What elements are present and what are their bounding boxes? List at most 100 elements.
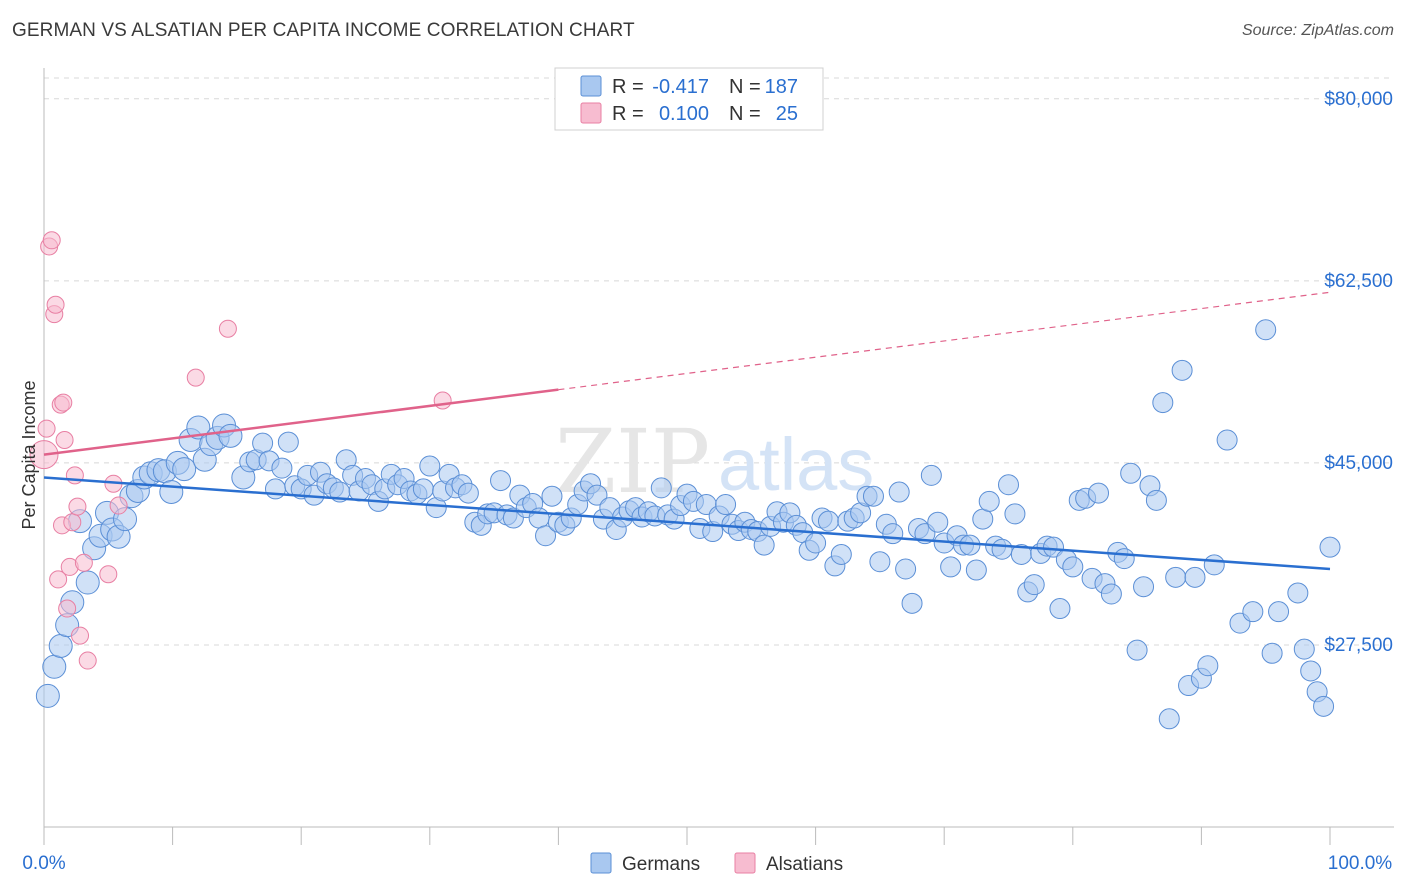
series-legend-label-alsatians: Alsatians (766, 854, 843, 875)
y-axis-label: Per Capita Income (19, 380, 39, 529)
alsatian-point (109, 496, 128, 515)
german-point (1088, 482, 1110, 504)
series-legend: Germans Alsatians (590, 852, 843, 875)
alsatian-point (71, 626, 90, 645)
alsatian-point (99, 565, 118, 584)
german-point (715, 494, 737, 516)
german-point (869, 551, 891, 573)
y-tick-label: $27,500 (1324, 635, 1393, 656)
alsatian-point (74, 553, 93, 572)
german-point (271, 457, 293, 479)
german-point (1197, 655, 1219, 677)
legend-n-value-2: 25 (776, 103, 798, 125)
german-point (1120, 462, 1142, 484)
alsatian-trend-line (43, 388, 559, 456)
german-point (535, 525, 557, 547)
german-point (412, 478, 434, 500)
y-tick-label: $80,000 (1324, 89, 1393, 110)
y-tick-labels: $80,000 $62,500 $45,000 $27,500 (1324, 89, 1393, 656)
german-point (1171, 359, 1193, 381)
alsatian-point (49, 570, 68, 589)
german-point (978, 490, 1000, 512)
x-tick-label-end: 100.0% (1328, 853, 1393, 874)
german-point (940, 556, 962, 578)
german-point (1287, 582, 1309, 604)
german-point (1293, 638, 1315, 660)
series-legend-label-germans: Germans (622, 854, 700, 875)
german-point (1268, 601, 1290, 623)
german-point (1300, 660, 1322, 682)
german-point (1043, 536, 1065, 558)
alsatian-point (68, 497, 87, 516)
german-point (1255, 319, 1277, 341)
german-point (159, 480, 184, 505)
alsatian-point (186, 368, 205, 387)
german-point (264, 478, 286, 500)
x-tick-label-start: 0.0% (22, 853, 65, 874)
german-point (75, 570, 100, 595)
german-point (1242, 601, 1264, 623)
alsatian-point (46, 295, 65, 314)
german-point (1216, 429, 1238, 451)
german-point (817, 510, 839, 532)
german-point (252, 432, 274, 454)
german-point (1113, 548, 1135, 570)
alsatian-point (54, 393, 73, 412)
german-point (862, 485, 884, 507)
alsatian-trend-line-projection (558, 291, 1331, 391)
german-point (1158, 708, 1180, 730)
german-point (1313, 695, 1335, 717)
series-legend-swatch-germans (590, 852, 612, 874)
german-point (927, 511, 949, 533)
german-point (991, 538, 1013, 560)
alsatian-point (78, 651, 97, 670)
german-point (965, 559, 987, 581)
legend-r-label-2: R = (612, 103, 644, 125)
trend-layer (43, 291, 1331, 571)
legend-r-value-2: 0.100 (659, 103, 709, 125)
german-point (920, 464, 942, 486)
alsatian-point (55, 431, 74, 450)
german-point (35, 683, 60, 708)
chart-title: GERMAN VS ALSATIAN PER CAPITA INCOME COR… (12, 20, 635, 41)
legend-n-label-1: N = (729, 76, 761, 98)
german-point (42, 654, 67, 679)
german-point (1203, 554, 1225, 576)
german-point (1145, 489, 1167, 511)
german-point (490, 470, 512, 492)
german-point (1184, 566, 1206, 588)
german-point (218, 423, 243, 448)
source-label: Source: ZipAtlas.com (1241, 22, 1394, 39)
german-point (830, 543, 852, 565)
y-tick-label: $45,000 (1324, 453, 1393, 474)
german-point (277, 431, 299, 453)
series-legend-swatch-alsatians (734, 852, 756, 874)
alsatian-point (58, 599, 77, 618)
german-point (998, 474, 1019, 496)
german-point (1100, 583, 1122, 605)
german-point (1133, 576, 1155, 598)
german-point (805, 532, 827, 554)
german-point (586, 484, 608, 506)
legend-n-value-1: 187 (765, 76, 798, 98)
legend-r-label-1: R = (612, 76, 644, 98)
alsatian-point (63, 513, 82, 532)
german-point (650, 477, 672, 499)
german-point (1319, 536, 1341, 558)
x-tick-labels: 0.0% 100.0% (22, 853, 1392, 874)
german-point (888, 481, 910, 503)
german-point (895, 558, 917, 580)
german-point (1062, 556, 1084, 578)
watermark-atlas: atlas (718, 423, 874, 506)
german-point (1004, 503, 1026, 525)
german-point (901, 592, 923, 614)
german-point (48, 633, 73, 658)
legend-r-value-1: -0.417 (652, 76, 709, 98)
german-point (541, 485, 563, 507)
german-trend-line (43, 476, 1331, 571)
german-point (972, 508, 994, 530)
alsatian-point (433, 391, 452, 410)
y-tick-label: $62,500 (1324, 271, 1393, 292)
german-point (882, 523, 904, 545)
german-point (1261, 642, 1283, 664)
